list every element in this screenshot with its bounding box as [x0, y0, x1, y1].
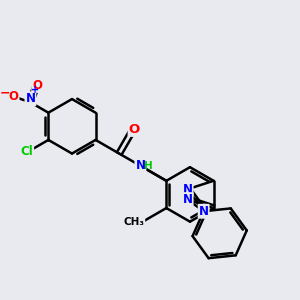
Text: N: N: [135, 159, 146, 172]
Text: O: O: [32, 79, 42, 92]
Text: N: N: [183, 183, 193, 196]
Text: N: N: [26, 92, 35, 105]
Text: +: +: [31, 85, 39, 95]
Text: CH₃: CH₃: [123, 217, 144, 227]
Text: Cl: Cl: [20, 145, 33, 158]
Text: H: H: [144, 161, 152, 171]
Text: O: O: [9, 91, 19, 103]
Text: −: −: [0, 86, 10, 99]
Text: O: O: [129, 123, 140, 136]
Text: N: N: [183, 193, 193, 206]
Text: N: N: [199, 205, 208, 218]
